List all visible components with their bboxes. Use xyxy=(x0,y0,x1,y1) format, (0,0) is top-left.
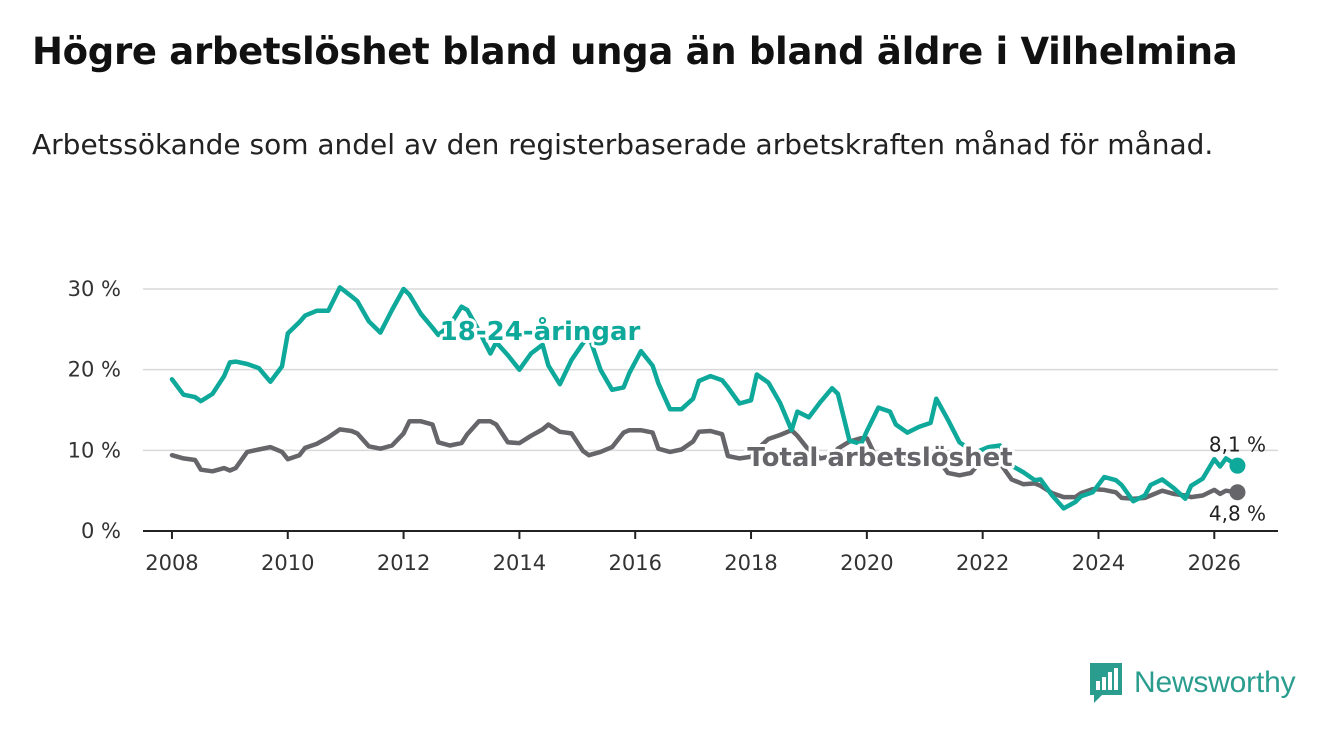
x-tick-label: 2014 xyxy=(493,551,546,575)
x-tick-label: 2020 xyxy=(840,551,893,575)
chart-title: Högre arbetslöshet bland unga än bland ä… xyxy=(32,30,1238,73)
series-labels: 18-24-åringar Total arbetslöshet 8,1 % 4,8 … xyxy=(437,312,1266,525)
x-tick-label: 2012 xyxy=(377,551,430,575)
series-end-dot xyxy=(1229,457,1246,474)
x-tick-label: 2022 xyxy=(956,551,1009,575)
x-tick-label: 2026 xyxy=(1188,551,1241,575)
gridlines xyxy=(143,288,1278,452)
y-tick-label: 0 % xyxy=(81,519,121,543)
series-line-youth xyxy=(169,285,1240,511)
chart-subtitle: Arbetssökande som andel av den registerb… xyxy=(32,128,1214,161)
newsworthy-chart-icon xyxy=(1090,663,1122,703)
series-label-youth: 18-24-åringar xyxy=(440,315,641,347)
y-tick-label: 20 % xyxy=(68,358,121,382)
brand-name: Newsworthy xyxy=(1134,666,1296,699)
x-tick-label: 2018 xyxy=(724,551,777,575)
x-tick-label: 2008 xyxy=(145,551,198,575)
series-label-total: Total arbetslöshet xyxy=(747,443,1012,473)
y-tick-label: 30 % xyxy=(68,277,121,301)
series-end-dot xyxy=(1229,484,1246,501)
x-axis: 2008 2010 2012 2014 2016 2018 2020 2022 2024 2026 xyxy=(143,530,1278,575)
end-value-youth: 8,1 % xyxy=(1209,433,1266,457)
brand-logo: Newsworthy xyxy=(1088,660,1296,706)
x-tick-label: 2016 xyxy=(608,551,661,575)
x-tick-label: 2024 xyxy=(1072,551,1125,575)
x-tick-label: 2010 xyxy=(261,551,314,575)
series-lines xyxy=(169,285,1246,511)
y-tick-label: 10 % xyxy=(68,438,121,462)
y-axis: 0 % 10 % 20 % 30 % xyxy=(68,277,121,543)
series-line-total xyxy=(169,419,1240,501)
end-value-total: 4,8 % xyxy=(1209,501,1266,525)
